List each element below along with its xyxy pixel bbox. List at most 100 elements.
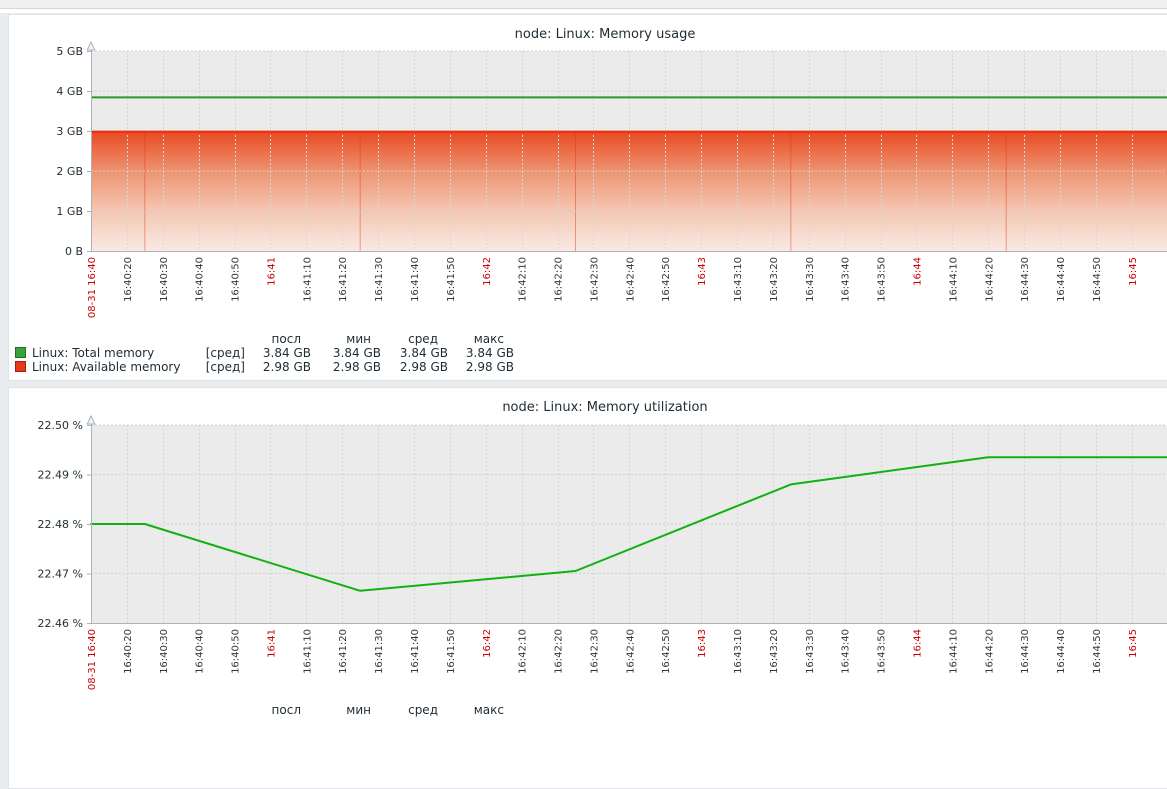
legend-value: 3.84 GB xyxy=(399,346,448,360)
legend-header-row: посл мин сред макс xyxy=(9,703,514,717)
x-tick-label: 16:44:10 xyxy=(948,629,959,674)
x-tick-label: 16:45 xyxy=(1128,257,1139,286)
legend-label: Linux: Available memory xyxy=(32,360,181,374)
x-tick-label: 16:41:10 xyxy=(302,629,313,674)
x-tick-label: 16:43 xyxy=(697,629,708,658)
memory-utilization-line xyxy=(90,456,1167,592)
x-tick-label: 08-31 16:40 xyxy=(87,629,98,690)
x-tick-label: 16:43:40 xyxy=(841,257,852,302)
x-tick-label: 16:41 xyxy=(266,629,277,658)
memory-utilization-legend: посл мин сред макс xyxy=(9,703,514,717)
x-tick-label: 16:43:50 xyxy=(877,257,888,302)
x-tick-label: 16:44:30 xyxy=(1020,629,1031,674)
x-tick-label: 16:44:20 xyxy=(984,257,995,302)
legend-header-cell: макс xyxy=(473,332,504,346)
legend-value: 3.84 GB xyxy=(332,346,381,360)
x-tick-label: 16:42 xyxy=(482,629,493,658)
y-tick-label: 0 B xyxy=(65,245,83,258)
x-tick-label: 16:43:20 xyxy=(769,257,780,302)
y-tick-label: 22.49 % xyxy=(38,469,83,482)
chart-title-memory-utilization: node: Linux: Memory utilization xyxy=(502,400,708,415)
legend-header-cell: сред xyxy=(408,703,438,717)
x-tick-label: 16:40:40 xyxy=(195,629,206,674)
x-tick-label: 16:43 xyxy=(697,257,708,286)
y-tick-label: 2 GB xyxy=(56,165,83,178)
y-tick-label: 22.48 % xyxy=(38,518,83,531)
x-tick-label: 16:43:20 xyxy=(769,629,780,674)
chart-title-memory-usage: node: Linux: Memory usage xyxy=(514,27,696,42)
legend-row: Linux: Available memory [сред] 2.98 GB 2.98… xyxy=(9,360,514,374)
x-tick-label: 16:40:30 xyxy=(159,257,170,302)
legend-header-cell: макс xyxy=(473,703,504,717)
x-tick-label: 16:43:40 xyxy=(841,629,852,674)
x-tick-label: 16:42:30 xyxy=(589,257,600,302)
x-tick-label: 16:41:30 xyxy=(374,257,385,302)
memory-utilization-graph[interactable]: 22.50 % 22.49 % 22.48 % 22.47 % 22.46 % 08-31… xyxy=(9,388,1167,788)
legend-value: 3.84 GB xyxy=(465,346,514,360)
x-tick-label: 16:42:10 xyxy=(518,257,529,302)
y-axis-arrow xyxy=(86,414,96,425)
x-tick-label: 16:42 xyxy=(482,257,493,286)
memory-utilization-widget: 22.50 % 22.49 % 22.48 % 22.47 % 22.46 % 08-31… xyxy=(8,387,1167,789)
legend-swatch-cell xyxy=(15,346,32,361)
x-tick-label: 16:41:20 xyxy=(338,629,349,674)
x-tick-label: 16:44:30 xyxy=(1020,257,1031,302)
x-tick-label: 16:43:10 xyxy=(733,257,744,302)
x-tick-label: 16:43:50 xyxy=(877,629,888,674)
legend-row: Linux: Total memory [сред] 3.84 GB 3.84 GB 3… xyxy=(9,346,514,360)
x-tick-label: 16:40:50 xyxy=(231,629,242,674)
x-tick-label: 16:41:50 xyxy=(446,257,457,302)
x-tick-label: 16:42:30 xyxy=(589,629,600,674)
y-tick-label: 22.50 % xyxy=(38,419,83,432)
x-tick-label: 16:43:30 xyxy=(805,257,816,302)
x-tick-label: 16:44:10 xyxy=(948,257,959,302)
legend-header-cell: посл xyxy=(271,332,301,346)
x-tick-label: 16:42:50 xyxy=(661,257,672,302)
legend-swatch xyxy=(15,360,26,372)
x-tick-label: 16:43:10 xyxy=(733,629,744,674)
x-tick-label: 16:43:30 xyxy=(805,629,816,674)
x-tick-label: 16:41:40 xyxy=(410,629,421,674)
y-tick-label: 3 GB xyxy=(56,125,83,138)
y-tick-label: 5 GB xyxy=(56,45,83,58)
x-tick-label: 16:41:40 xyxy=(410,257,421,302)
legend-label: Linux: Total memory xyxy=(32,346,155,360)
legend-value: 3.84 GB xyxy=(262,346,311,360)
x-tick-label: 16:41:30 xyxy=(374,629,385,674)
legend-header-row: посл мин сред макс xyxy=(9,332,514,346)
x-tick-label: 16:42:50 xyxy=(661,629,672,674)
x-tick-label: 16:40:30 xyxy=(159,629,170,674)
x-tick-label: 16:40:20 xyxy=(123,257,134,302)
y-tick-label: 22.47 % xyxy=(38,568,83,581)
legend-function: [сред] xyxy=(205,346,245,360)
y-tick-label: 4 GB xyxy=(56,85,83,98)
x-tick-label: 16:44:40 xyxy=(1056,629,1067,674)
x-tick-label: 16:44 xyxy=(912,257,923,286)
x-tick-label: 16:44 xyxy=(912,629,923,658)
legend-header-cell: мин xyxy=(346,703,371,717)
y-axis-arrow xyxy=(86,40,96,51)
legend-header-cell: посл xyxy=(271,703,301,717)
x-tick-label: 16:44:40 xyxy=(1056,257,1067,302)
memory-usage-graph[interactable]: 5 GB 4 GB 3 GB 2 GB 1 GB 0 B 08-31 16:40 16:40:… xyxy=(9,15,1167,380)
legend-value: 2.98 GB xyxy=(399,360,448,374)
legend-value: 2.98 GB xyxy=(465,360,514,374)
x-tick-label: 16:40:40 xyxy=(195,257,206,302)
x-tick-label: 16:42:10 xyxy=(518,629,529,674)
x-tick-label: 16:42:20 xyxy=(554,629,565,674)
legend-header-cell: сред xyxy=(408,332,438,346)
x-tick-label: 16:45 xyxy=(1128,629,1139,658)
x-tick-label: 16:41 xyxy=(266,257,277,286)
x-tick-label: 16:41:20 xyxy=(338,257,349,302)
x-tick-label: 16:41:10 xyxy=(302,257,313,302)
legend-swatch-cell xyxy=(15,360,32,375)
legend-header-cell: мин xyxy=(346,332,371,346)
x-tick-label: 16:40:20 xyxy=(123,629,134,674)
legend-swatch xyxy=(15,346,26,358)
legend-function: [сред] xyxy=(205,360,245,374)
x-tick-label: 16:41:50 xyxy=(446,629,457,674)
browser-chrome-strip xyxy=(0,0,1167,9)
x-tick-label: 16:44:20 xyxy=(984,629,995,674)
x-tick-label: 16:44:50 xyxy=(1092,629,1103,674)
